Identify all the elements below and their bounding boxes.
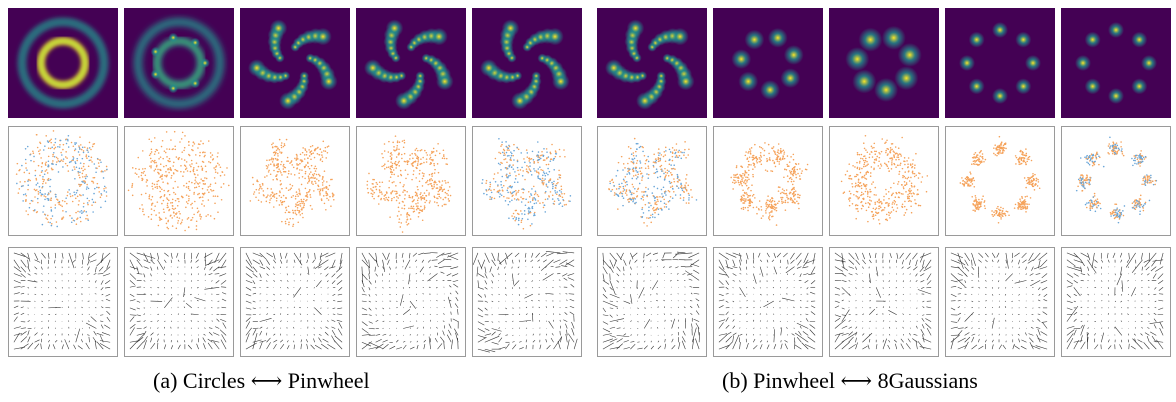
density-a-1 — [8, 8, 118, 118]
samples-b-5 — [1061, 126, 1171, 236]
samples-a-4 — [356, 126, 466, 236]
samples-b-2 — [713, 126, 823, 236]
vector-field-a-5 — [472, 247, 582, 357]
density-a-3 — [240, 8, 350, 118]
vector-field-a-1 — [8, 247, 118, 357]
caption-a: (a) Circles ⟷ Pinwheel — [153, 368, 370, 393]
samples-b-1 — [597, 126, 707, 236]
samples-a-3 — [240, 126, 350, 236]
samples-a-1 — [8, 126, 118, 236]
samples-a-5 — [472, 126, 582, 236]
caption-b: (b) Pinwheel ⟷ 8Gaussians — [722, 368, 978, 393]
samples-b-4 — [945, 126, 1055, 236]
samples-b-3 — [829, 126, 939, 236]
vector-field-b-2 — [713, 247, 823, 357]
density-b-3 — [829, 8, 939, 118]
density-b-2 — [713, 8, 823, 118]
density-b-1 — [597, 8, 707, 118]
samples-a-2 — [124, 126, 234, 236]
vector-field-a-3 — [240, 247, 350, 357]
vector-field-b-4 — [945, 247, 1055, 357]
density-a-2 — [124, 8, 234, 118]
vector-field-b-3 — [829, 247, 939, 357]
density-a-4 — [356, 8, 466, 118]
vector-field-a-4 — [356, 247, 466, 357]
vector-field-b-1 — [597, 247, 707, 357]
density-a-5 — [472, 8, 582, 118]
density-b-5 — [1061, 8, 1171, 118]
vector-field-b-5 — [1061, 247, 1171, 357]
density-b-4 — [945, 8, 1055, 118]
vector-field-a-2 — [124, 247, 234, 357]
